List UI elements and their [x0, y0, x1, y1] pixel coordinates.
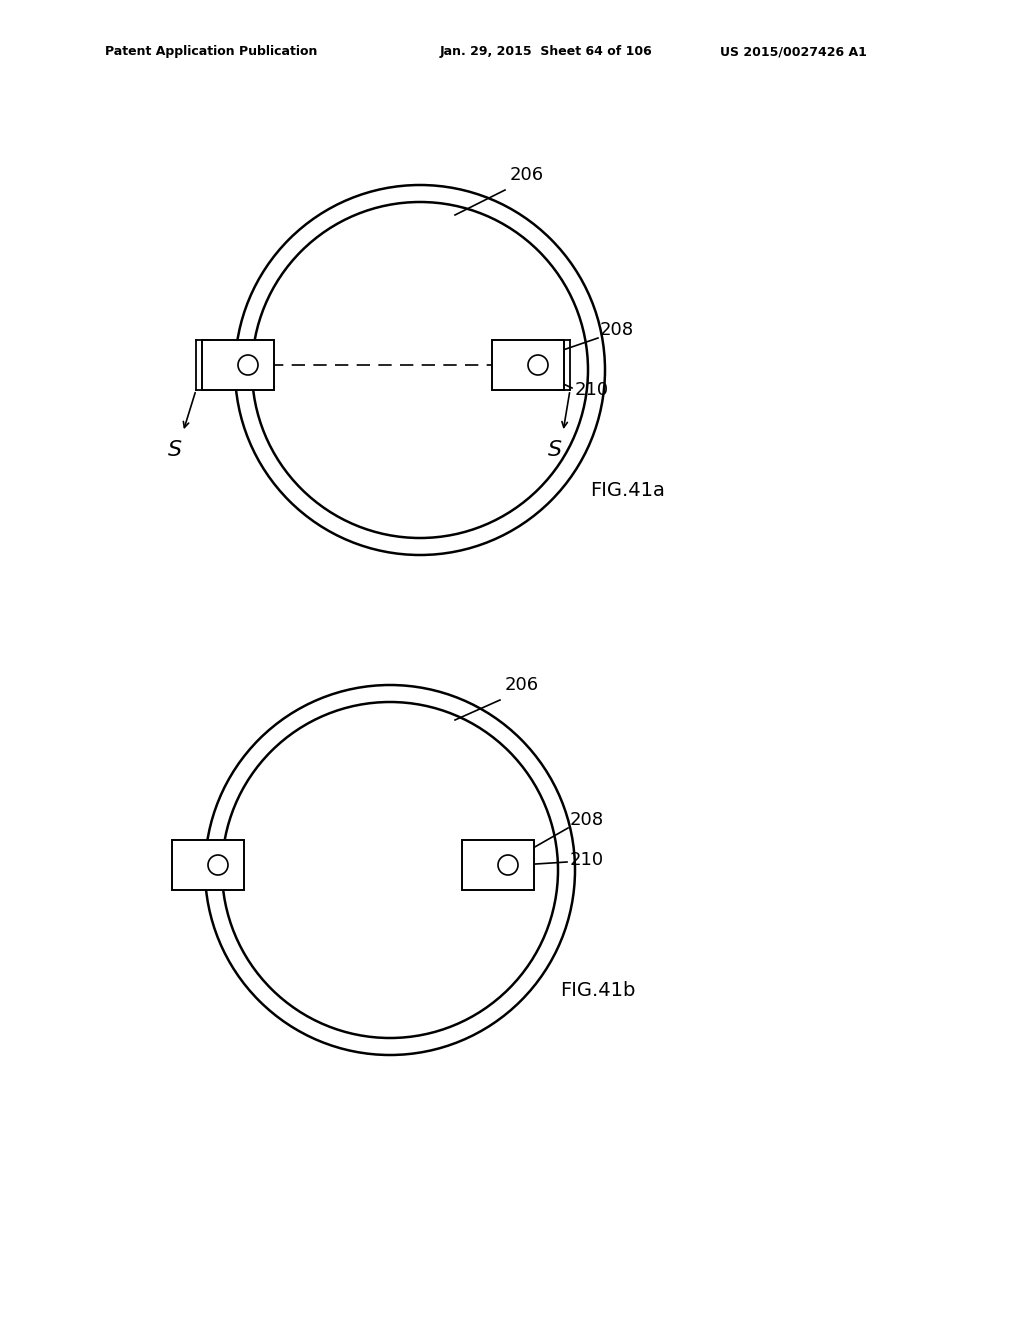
Text: US 2015/0027426 A1: US 2015/0027426 A1	[720, 45, 867, 58]
Text: 208: 208	[570, 810, 604, 829]
Text: 208: 208	[600, 321, 634, 339]
Bar	[172, 840, 244, 890]
Text: 206: 206	[505, 676, 539, 694]
Text: Patent Application Publication: Patent Application Publication	[105, 45, 317, 58]
Text: FIG.41b: FIG.41b	[560, 981, 635, 999]
Text: FIG.41a: FIG.41a	[590, 480, 665, 499]
Bar	[492, 341, 564, 389]
Bar	[202, 341, 274, 389]
Text: S: S	[168, 440, 182, 459]
Text: 210: 210	[575, 381, 609, 399]
Bar	[462, 840, 534, 890]
Text: S: S	[548, 440, 562, 459]
Text: 210: 210	[570, 851, 604, 869]
Text: Jan. 29, 2015  Sheet 64 of 106: Jan. 29, 2015 Sheet 64 of 106	[440, 45, 652, 58]
Text: 206: 206	[510, 166, 544, 183]
